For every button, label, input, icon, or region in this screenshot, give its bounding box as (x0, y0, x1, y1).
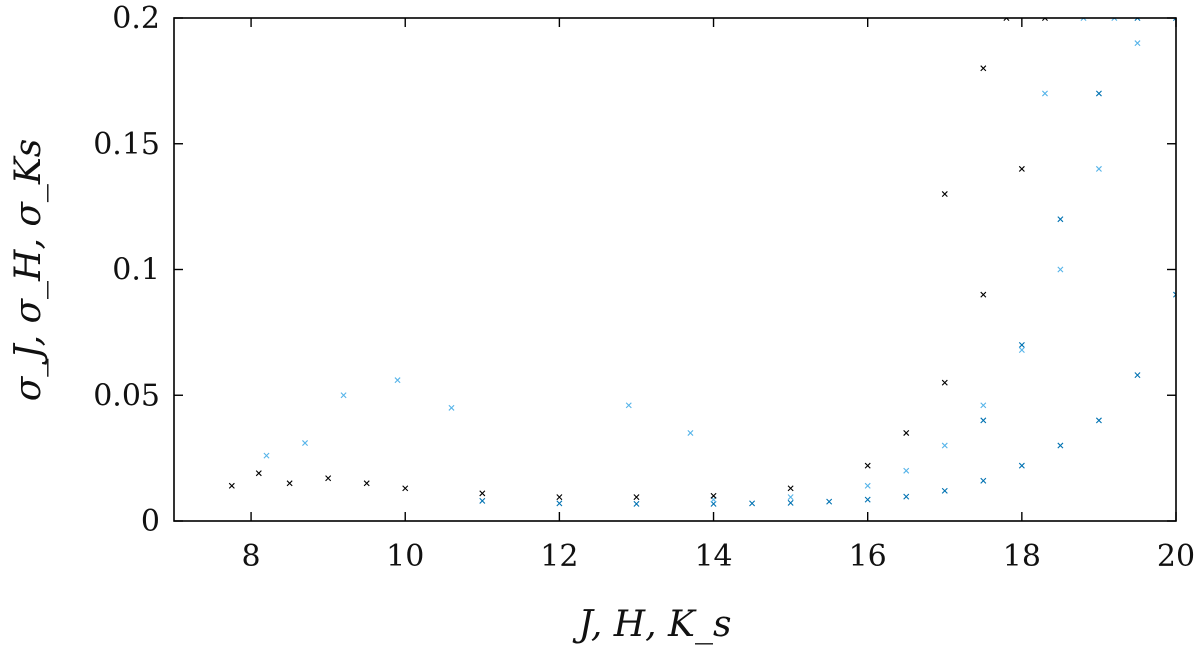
data-point (980, 291, 987, 298)
data-point (1173, 18, 1176, 21)
x-tick-label: 14 (694, 539, 732, 574)
y-tick-label: 0.2 (112, 1, 160, 36)
series-1 (263, 18, 1141, 503)
x-tick-label: 10 (386, 539, 424, 574)
data-point (479, 490, 486, 497)
data-point (826, 498, 833, 505)
data-point (633, 494, 640, 501)
data-point (787, 494, 794, 501)
data-point (864, 462, 871, 469)
plot-area (228, 18, 1176, 507)
data-point (1018, 462, 1025, 469)
data-point (1003, 18, 1010, 21)
data-point (1041, 18, 1048, 21)
y-axis-label: σ_J, σ_H, σ_Ks (8, 139, 49, 402)
data-point (1018, 346, 1025, 353)
x-tick-label: 18 (1003, 539, 1041, 574)
data-point (980, 402, 987, 409)
data-point (302, 440, 309, 447)
x-axis-label: J, H, K_s (572, 604, 732, 645)
data-point (286, 480, 293, 487)
data-point (1095, 90, 1102, 97)
data-point (1134, 40, 1141, 47)
data-point (625, 402, 632, 409)
data-point (633, 500, 640, 507)
data-point (941, 379, 948, 386)
data-point (687, 429, 694, 436)
data-point (1057, 266, 1064, 273)
x-tick-label: 12 (540, 539, 578, 574)
data-point (1173, 291, 1176, 298)
data-point (556, 494, 563, 501)
data-point (1111, 18, 1118, 21)
data-point (228, 482, 235, 489)
data-point (479, 497, 486, 504)
data-point (1041, 90, 1048, 97)
data-point (556, 500, 563, 507)
data-point (941, 487, 948, 494)
data-point (1080, 18, 1087, 21)
data-point (787, 485, 794, 492)
data-point (1057, 216, 1064, 223)
data-point (710, 492, 717, 499)
data-point (980, 477, 987, 484)
plot-frame (173, 17, 1177, 522)
x-tick-label: 8 (242, 539, 261, 574)
data-point (448, 404, 455, 411)
data-point (1018, 165, 1025, 172)
y-tick-label: 0 (141, 504, 160, 539)
data-point (749, 500, 756, 507)
data-point (941, 442, 948, 449)
data-point (941, 191, 948, 198)
data-point (1095, 165, 1102, 172)
data-point (903, 429, 910, 436)
data-point (903, 467, 910, 474)
data-point (1134, 18, 1141, 21)
data-point (864, 482, 871, 489)
data-point (710, 500, 717, 507)
data-point (787, 499, 794, 506)
y-tick-label: 0.1 (112, 253, 160, 288)
data-point (903, 493, 910, 500)
y-tick-label: 0.05 (93, 378, 160, 413)
data-point (864, 496, 871, 503)
data-point (1018, 341, 1025, 348)
x-tick-label: 20 (1157, 539, 1195, 574)
y-tick-label: 0.15 (93, 127, 160, 162)
data-point (325, 475, 332, 482)
x-axis: 8 10 12 14 16 18 20 (242, 18, 1195, 574)
data-point (263, 452, 270, 459)
data-point (1057, 442, 1064, 449)
series-0 (479, 18, 1176, 507)
y-axis: 0 0.05 0.1 0.15 0.2 (93, 1, 1176, 539)
data-point (402, 485, 409, 492)
data-point (1134, 372, 1141, 379)
data-point (980, 65, 987, 72)
data-points (228, 18, 1176, 507)
series-2 (228, 18, 1048, 501)
data-point (1095, 417, 1102, 424)
data-point (340, 392, 347, 399)
data-point (980, 417, 987, 424)
x-tick-label: 16 (849, 539, 887, 574)
data-point (255, 470, 262, 477)
data-point (363, 480, 370, 487)
data-point (394, 377, 401, 384)
